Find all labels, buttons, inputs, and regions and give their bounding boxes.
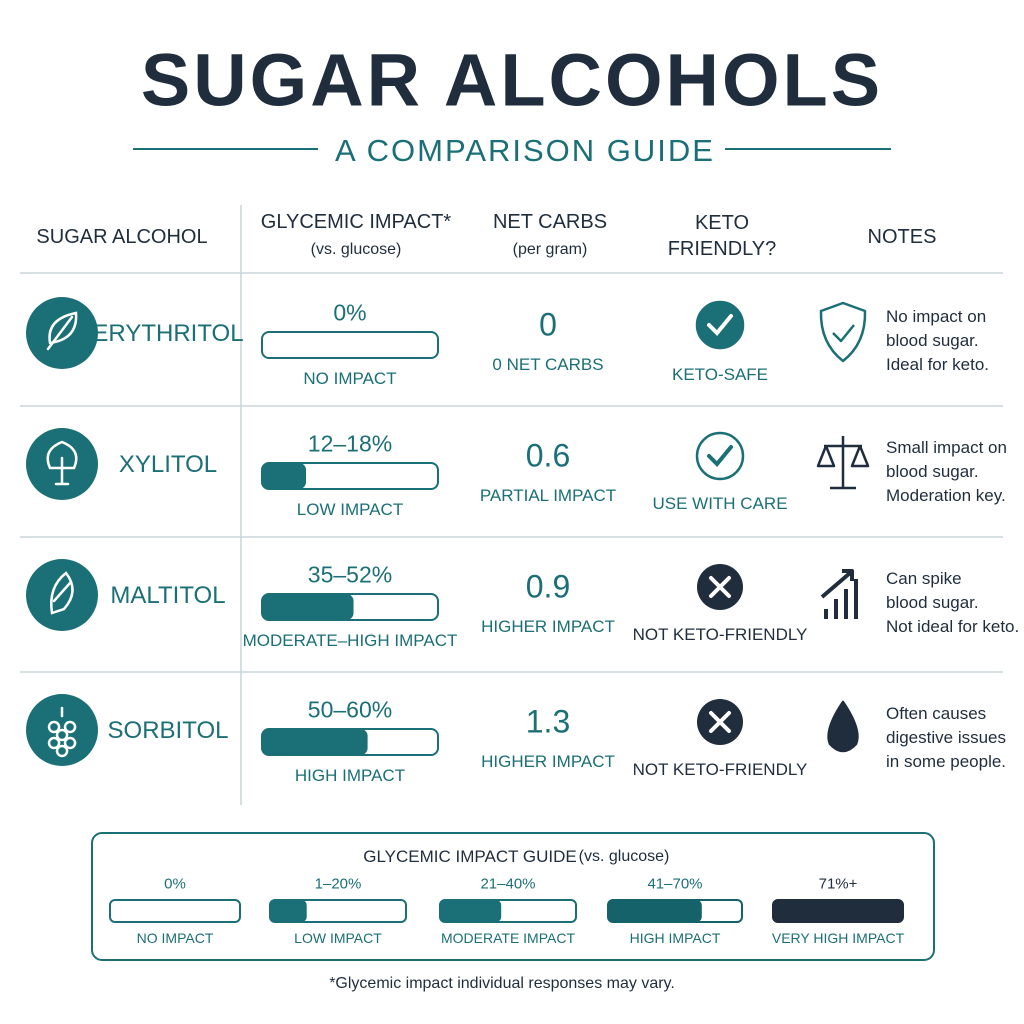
note-line: blood sugar. <box>886 462 979 481</box>
glycemic-value: 35–52% <box>307 561 393 588</box>
glycemic-label: HIGH IMPACT <box>294 766 406 785</box>
guide-bar-fill <box>440 900 502 922</box>
row-icon-glyph <box>50 571 74 615</box>
keto-check <box>707 314 733 336</box>
note-line: Often causes <box>886 704 987 723</box>
row-icon <box>26 297 98 369</box>
impact-bar-fill <box>262 729 368 755</box>
guide-label: VERY HIGH IMPACT <box>771 930 905 946</box>
row-icon <box>26 559 98 631</box>
keto-icon <box>695 431 745 481</box>
notes-icon <box>819 301 867 363</box>
column-subheader: (per gram) <box>512 241 588 258</box>
keto-label: NOT KETO-FRIENDLY <box>632 625 808 644</box>
guide-title: GLYCEMIC IMPACT GUIDE <box>363 847 577 866</box>
notes-icon <box>827 700 859 753</box>
guide-box <box>91 832 935 961</box>
net-carbs-label: HIGHER IMPACT <box>481 617 615 636</box>
glycemic-label: MODERATE–HIGH IMPACT <box>242 631 458 650</box>
note-line: blood sugar. <box>886 331 979 350</box>
guide-range: 1–20% <box>314 875 362 893</box>
net-carbs-value: 0.6 <box>525 437 571 474</box>
guide-label: NO IMPACT <box>136 930 214 946</box>
note-line: Can spike <box>886 569 962 588</box>
column-header: NET CARBS <box>492 211 608 233</box>
note-line: No impact on <box>886 307 987 326</box>
net-carbs-value: 1.3 <box>525 703 571 740</box>
note-line: digestive issues <box>886 728 1007 747</box>
net-carbs-label: PARTIAL IMPACT <box>479 486 617 505</box>
keto-check <box>707 445 733 467</box>
impact-bar-fill <box>262 594 354 620</box>
glycemic-label: LOW IMPACT <box>296 500 404 519</box>
net-carbs-label: 0 NET CARBS <box>492 355 604 374</box>
guide-range: 21–40% <box>480 875 536 893</box>
column-subheader: (vs. glucose) <box>310 241 402 258</box>
keto-cross <box>709 711 731 733</box>
net-carbs-value: 0 <box>539 306 557 343</box>
guide-bar <box>109 899 241 923</box>
row-name: SORBITOL <box>107 717 229 744</box>
guide-title-note: (vs. glucose) <box>578 848 670 865</box>
keto-cross <box>709 576 731 598</box>
column-header: SUGAR ALCOHOL <box>36 226 208 248</box>
keto-label: USE WITH CARE <box>652 494 788 513</box>
row-name: ERYTHRITOL <box>92 320 244 347</box>
glycemic-value: 50–60% <box>307 696 393 723</box>
guide-label: LOW IMPACT <box>294 930 382 946</box>
note-line: in some people. <box>886 752 1007 771</box>
net-carbs-label: HIGHER IMPACT <box>481 752 615 771</box>
note-line: blood sugar. <box>886 593 979 612</box>
glycemic-value: 0% <box>333 299 367 326</box>
guide-label: HIGH IMPACT <box>629 930 721 946</box>
keto-label: NOT KETO-FRIENDLY <box>632 760 808 779</box>
notes-icon <box>816 436 870 490</box>
note-line: Not ideal for keto. <box>886 617 1020 636</box>
note-line: Ideal for keto. <box>886 355 990 374</box>
guide-bar-fill <box>608 900 702 922</box>
guide-label: MODERATE IMPACT <box>440 930 576 946</box>
net-carbs-value: 0.9 <box>525 568 571 605</box>
impact-bar-fill <box>262 463 306 489</box>
note-line: Small impact on <box>886 438 1007 457</box>
footnote: *Glycemic impact individual responses ma… <box>329 975 675 992</box>
title: SUGAR ALCOHOLS <box>140 38 884 122</box>
glycemic-value: 12–18% <box>307 430 393 457</box>
guide-range: 0% <box>164 875 186 893</box>
guide-range: 41–70% <box>647 875 703 893</box>
row-icon-glyph <box>46 440 78 486</box>
guide-bar-fill <box>270 900 307 922</box>
note-line: Moderation key. <box>886 486 1006 505</box>
keto-icon <box>695 300 745 350</box>
column-header: GLYCEMIC IMPACT* <box>260 211 452 233</box>
notes-icon <box>820 569 858 619</box>
row-name: XYLITOL <box>118 451 218 478</box>
guide-range: 71%+ <box>818 875 858 893</box>
row-name: MALTITOL <box>110 582 226 609</box>
row-icon-glyph <box>47 706 77 758</box>
glycemic-label: NO IMPACT <box>303 369 397 388</box>
impact-bar <box>261 331 439 359</box>
row-icon-glyph <box>46 311 78 351</box>
subtitle: A COMPARISON GUIDE <box>335 133 715 168</box>
column-header: NOTES <box>867 226 937 248</box>
column-header: KETO FRIENDLY? <box>667 212 777 260</box>
guide-bar-fill <box>773 900 903 922</box>
keto-label: KETO-SAFE <box>671 365 769 384</box>
